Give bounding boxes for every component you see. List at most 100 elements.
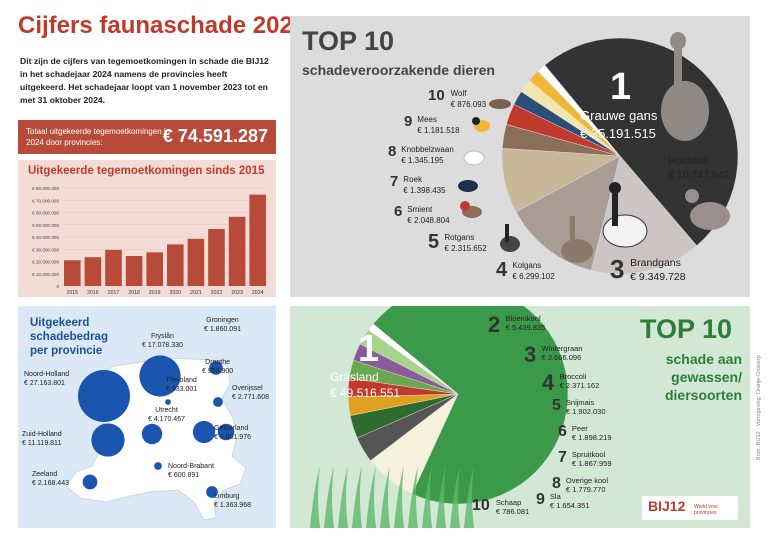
mees-icon — [472, 117, 490, 132]
animal-value-Brandgans: € 9.349.728 — [630, 270, 686, 283]
bubble-Limburg — [206, 486, 218, 498]
netherlands-map — [65, 355, 247, 521]
smient-icon — [460, 201, 482, 218]
province-label-Utrecht: Utrecht € 4.170.467 — [148, 406, 185, 424]
animals-panel: TOP 10 schadeveroorzakende dieren — [290, 16, 750, 297]
province-value: € 4.170.467 — [148, 416, 185, 423]
animal-rank-9: 9 — [404, 113, 413, 130]
bubble-Zuid-Holland — [91, 423, 125, 457]
bar-2020 — [167, 244, 184, 286]
province-name: Fryslân — [150, 333, 174, 340]
map-title-line1: Uitgekeerd — [30, 317, 90, 329]
crop-rank-7: 7 — [558, 449, 567, 466]
animal-name-Houtduif: Houtduif — [668, 155, 708, 167]
crop-value-Bloemkool: € 5.439.835 — [505, 323, 546, 332]
bubble-Groningen — [209, 361, 223, 375]
map-title: Uitgekeerd schadebedrag per provincie — [30, 316, 140, 358]
goose-silhouette — [661, 32, 709, 141]
map-title-line2: schadebedrag — [30, 331, 108, 343]
province-value: € 600.891 — [168, 472, 200, 479]
province-value: € 2.771.608 — [232, 394, 269, 401]
crop-rank-8: 8 — [552, 475, 561, 492]
animal-value-Houtduif: € 10.747.642 — [668, 168, 730, 181]
animal-value-Roek: € 1.398.435 — [403, 186, 446, 195]
province-label-Groningen: Groningen € 1.860.091 — [204, 316, 241, 334]
logo-box: BIJ12 Werkt voor provincies — [642, 496, 738, 520]
crop-name-Peer: Peer — [571, 424, 588, 433]
province-value: € 958.900 — [202, 368, 234, 375]
animal-rank-3: 3 — [610, 254, 625, 284]
province-name: Zuid-Holland — [22, 431, 62, 438]
pigeon-silhouette — [685, 189, 730, 230]
animal-rank-10: 10 — [428, 87, 445, 104]
province-name: Groningen — [206, 317, 239, 324]
animal-name-Brandgans: Brandgans — [630, 257, 681, 269]
bar-xtick-label: 2020 — [170, 290, 182, 296]
roek-icon — [458, 180, 478, 192]
province-label-Noord-Brabant: Noord-Brabant € 600.891 — [168, 462, 214, 480]
province-value: € 1.363.968 — [214, 502, 251, 509]
crop-value-Snijmais: € 1.902.030 — [565, 407, 606, 416]
bar-2015 — [64, 260, 81, 286]
bar-2024 — [249, 194, 266, 286]
bar-2018 — [125, 255, 143, 286]
bar-xtick-label: 2024 — [252, 290, 264, 296]
crop-name-Spruitkool: Spruitkool — [571, 450, 606, 459]
province-value: € 5.001.976 — [214, 434, 251, 441]
animal-value-Grauwe gans: € 35.191.515 — [580, 126, 656, 141]
province-value: € 2.168.443 — [32, 480, 69, 487]
animals-top10: TOP 10 — [302, 26, 395, 56]
bar-ytick-label: € 30.000.000 — [32, 247, 59, 252]
logo-tagline: Werkt voor provincies — [694, 504, 719, 516]
crop-slice-Schaap — [368, 323, 459, 395]
bubble-Noord-Brabant — [154, 462, 162, 470]
province-name: Overijssel — [232, 385, 263, 392]
rotgans-silhouette — [500, 224, 520, 252]
crop-value-Wintergraan: € 2.666.096 — [541, 353, 582, 362]
crop-rank-10: 10 — [472, 497, 490, 514]
crop-value-Grasland: € 49.516.551 — [330, 386, 401, 400]
animals-subtitle: schadeveroorzakende dieren — [302, 62, 495, 78]
animal-value-Knobbelzwaan: € 1.345.195 — [401, 156, 444, 165]
crop-rank-2: 2 — [488, 312, 501, 337]
animal-name-Mees: Mees — [417, 115, 437, 124]
crop-name-Overige kool: Overige kool — [565, 476, 609, 485]
bar-xtick-label: 2019 — [149, 290, 161, 296]
province-name: Noord-Brabant — [168, 463, 214, 470]
crop-name-Sla: Sla — [549, 492, 561, 501]
grass-decoration — [310, 466, 474, 528]
crop-name-Schaap: Schaap — [495, 498, 522, 507]
crop-value-Peer: € 1.898.219 — [571, 433, 612, 442]
animal-name-Rotgans: Rotgans — [444, 233, 475, 242]
bar-2016 — [84, 257, 102, 286]
province-value: € 11.119.811 — [22, 440, 62, 447]
bar-2017 — [105, 249, 122, 286]
wolf-icon — [489, 99, 511, 109]
animal-rank-7: 7 — [390, 173, 399, 190]
zwaan-icon — [463, 150, 485, 166]
province-label-Limburg: Limburg € 1.363.968 — [214, 492, 251, 510]
crop-name-Snijmais: Snijmais — [565, 398, 595, 407]
bar-2022 — [208, 229, 225, 286]
bubble-Utrecht — [141, 423, 163, 445]
bar-xtick-label: 2022 — [211, 290, 223, 296]
animal-name-Knobbelzwaan: Knobbelzwaan — [401, 145, 454, 154]
crop-name-Broccoli: Broccoli — [559, 372, 587, 381]
crop-value-Spruitkool: € 1.867.959 — [571, 459, 612, 468]
bubble-Drenthe — [213, 397, 223, 407]
total-label: Totaal uitgekeerde tegemoetkomingen in 2… — [26, 127, 171, 147]
crop-value-Sla: € 1.654.351 — [549, 501, 590, 510]
crops-subtitle: schade aan gewassen/ diersoorten — [664, 351, 742, 403]
total-value: € 74.591.287 — [162, 126, 268, 146]
animal-value-Rotgans: € 2.315.652 — [444, 244, 487, 253]
bar-ytick-label: € 70.000.000 — [32, 198, 59, 203]
bar-xtick-label: 2015 — [67, 290, 79, 296]
animal-name-Roek: Roek — [403, 175, 422, 184]
bar-chart: 0 € 10.000.000 € 20.000.000 € 30.000.000 € 4… — [32, 186, 268, 296]
bar-ytick-label: € 80.000.000 — [32, 186, 59, 191]
bar-ytick-label: € 60.000.000 — [32, 211, 59, 216]
animal-name-Wolf: Wolf — [450, 89, 467, 98]
animal-rank-1: 1 — [610, 66, 632, 108]
bar-xtick-label: 2017 — [108, 290, 120, 296]
intro-text: Dit zijn de cijfers van tegemoetkomingen… — [20, 56, 269, 105]
